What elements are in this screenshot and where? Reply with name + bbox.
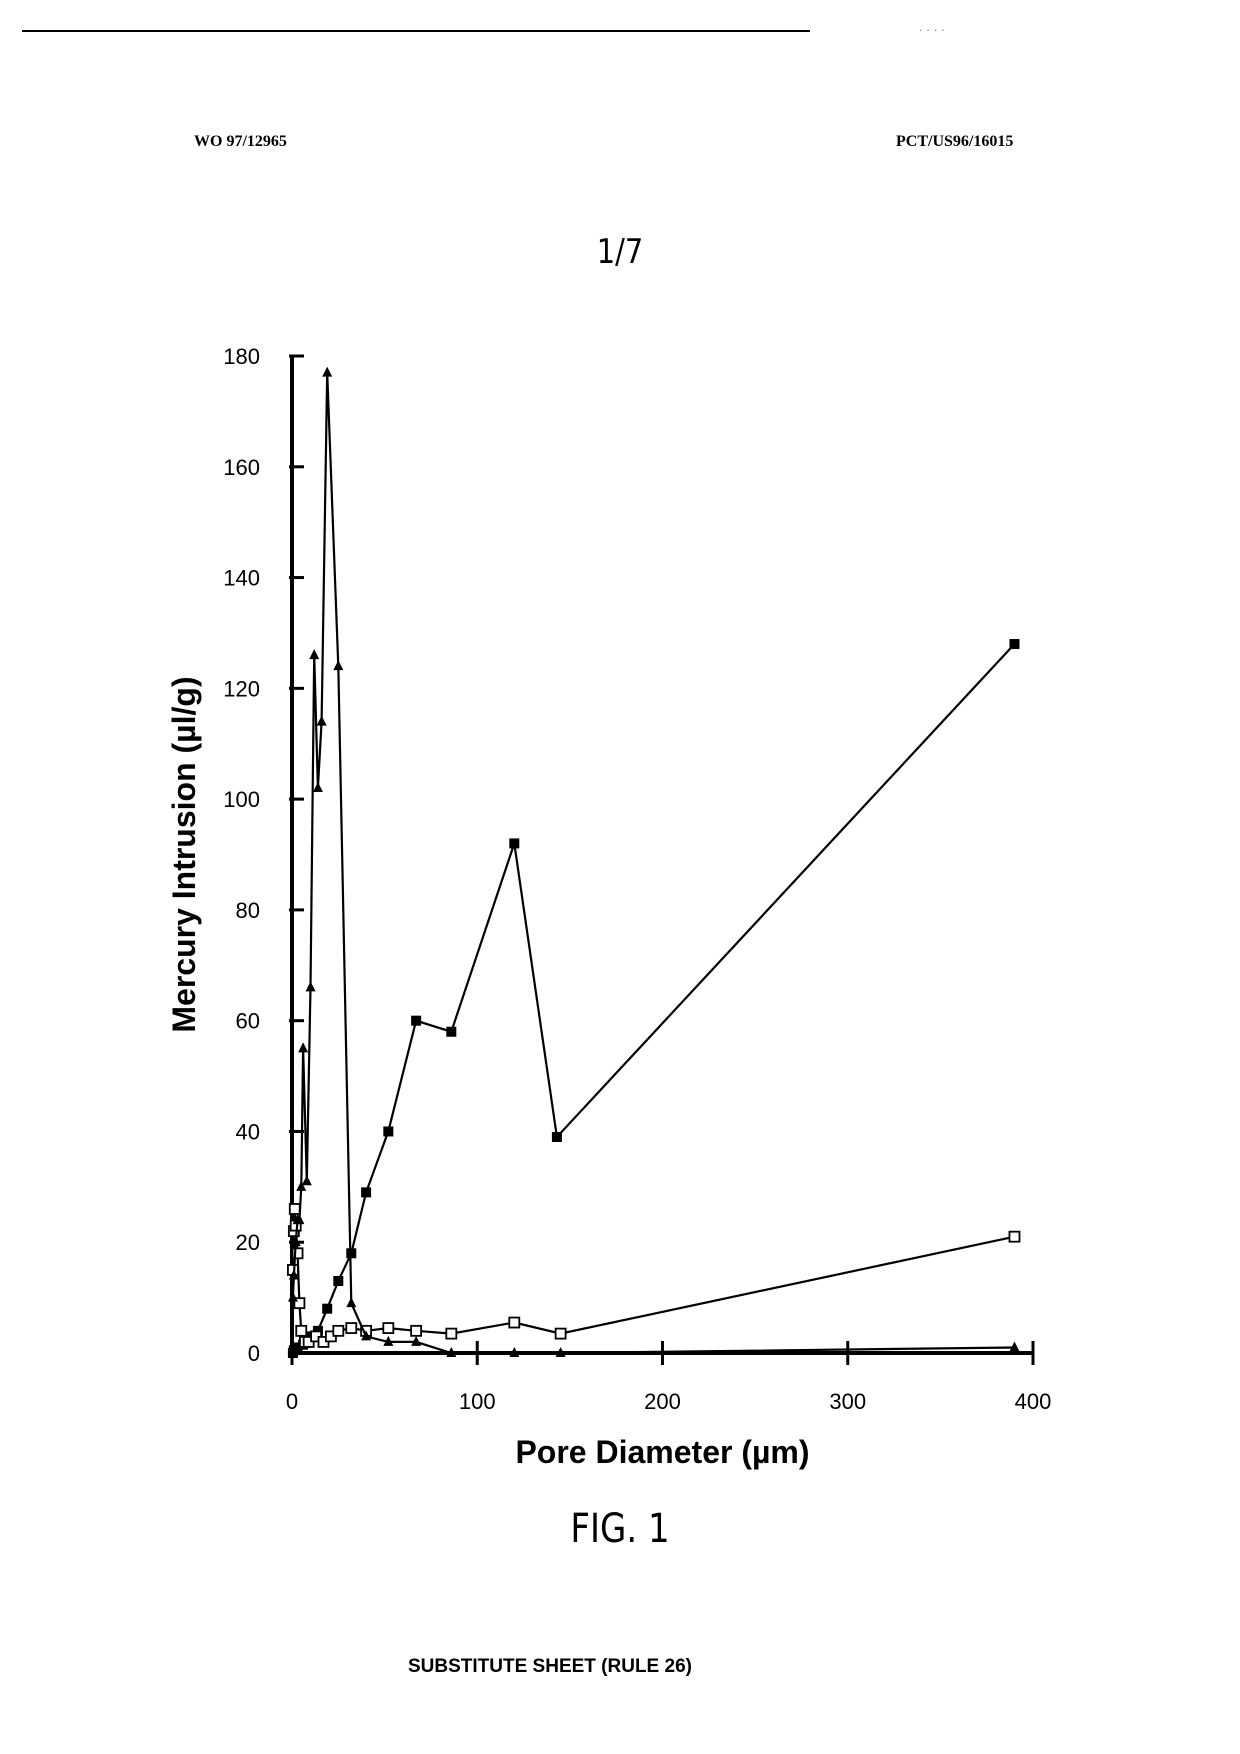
data-point-filled-square — [1009, 639, 1020, 650]
data-point-filled-square — [322, 1303, 333, 1314]
series-3 — [287, 366, 1020, 1357]
y-tick-label: 120 — [223, 676, 260, 701]
data-point-open-square — [288, 1203, 301, 1215]
data-point-filled-triangle — [296, 1180, 307, 1191]
data-point-open-square — [345, 1322, 358, 1334]
x-tick-label: 300 — [829, 1389, 866, 1414]
data-point-filled-square — [361, 1187, 372, 1198]
data-point-filled-triangle — [555, 1347, 566, 1357]
y-tick-label: 60 — [236, 1009, 260, 1034]
data-point-filled-triangle — [333, 660, 344, 671]
data-point-open-square — [332, 1324, 345, 1337]
data-point-filled-triangle — [301, 1175, 312, 1186]
data-point-filled-triangle — [287, 1291, 298, 1302]
data-point-filled-square — [333, 1275, 344, 1286]
data-point-filled-triangle — [361, 1330, 372, 1341]
series-2-line — [291, 1208, 1015, 1344]
data-point-filled-triangle — [411, 1335, 422, 1346]
chart-axes — [289, 354, 1035, 1365]
y-tick-label: 180 — [223, 344, 260, 369]
data-point-filled-triangle — [383, 1335, 394, 1346]
top-rule — [22, 30, 810, 32]
y-tick-label: 20 — [236, 1230, 260, 1255]
x-tick-label: 200 — [644, 1389, 681, 1414]
data-point-filled-triangle — [509, 1347, 520, 1357]
data-point-filled-triangle — [446, 1347, 457, 1357]
application-number: PCT/US96/16015 — [896, 133, 1014, 150]
y-tick-label: 80 — [236, 898, 260, 923]
data-point-open-square — [410, 1324, 423, 1337]
y-tick-label: 100 — [223, 787, 260, 812]
data-point-filled-square — [551, 1131, 562, 1142]
page-footer: SUBSTITUTE SHEET (RULE 26) — [408, 1656, 692, 1677]
data-point-filled-triangle — [316, 715, 327, 726]
scan-marks: .... — [918, 24, 948, 34]
y-tick-label: 0 — [248, 1341, 260, 1366]
data-point-open-square — [293, 1297, 306, 1310]
series-1 — [287, 639, 1020, 1358]
figure-caption: FIG. 1 — [570, 1506, 670, 1552]
data-point-filled-square — [292, 1342, 303, 1353]
data-point-filled-square — [383, 1126, 394, 1137]
data-point-open-square — [291, 1247, 304, 1260]
y-tick-label: 40 — [236, 1119, 260, 1144]
x-tick-label: 400 — [1015, 1389, 1052, 1414]
data-point-open-square — [554, 1327, 567, 1340]
data-point-filled-square — [446, 1026, 457, 1037]
data-point-filled-triangle — [298, 1042, 309, 1053]
series-3-line — [291, 372, 1015, 1355]
data-point-filled-triangle — [346, 1297, 357, 1308]
y-axis-title: Mercury Intrusion (µl/g) — [166, 676, 202, 1032]
x-axis-title: Pore Diameter (µm) — [515, 1434, 809, 1470]
data-point-filled-triangle — [290, 1236, 301, 1247]
data-point-filled-triangle — [322, 366, 333, 377]
data-point-filled-triangle — [305, 981, 316, 992]
x-tick-label: 0 — [286, 1389, 298, 1414]
publication-number: WO 97/12965 — [194, 133, 287, 150]
data-point-filled-triangle — [309, 649, 320, 660]
data-point-filled-triangle — [288, 1269, 299, 1280]
series-1-line — [291, 643, 1016, 1354]
data-point-open-square — [508, 1316, 521, 1329]
series-2 — [287, 1203, 1021, 1348]
chart-series — [287, 366, 1021, 1358]
x-tick-label: 100 — [459, 1389, 496, 1414]
data-point-open-square — [1008, 1230, 1021, 1243]
data-point-filled-triangle — [312, 782, 323, 793]
data-point-filled-triangle — [294, 1214, 305, 1225]
data-point-filled-square — [411, 1015, 422, 1026]
data-point-open-square — [445, 1327, 458, 1340]
sheet-number: 1/7 — [596, 232, 644, 272]
data-point-filled-triangle — [1009, 1341, 1020, 1352]
data-point-open-square — [382, 1322, 395, 1334]
y-tick-label: 160 — [223, 455, 260, 480]
data-point-open-square — [295, 1324, 308, 1337]
data-point-filled-square — [509, 838, 520, 849]
y-tick-label: 140 — [223, 566, 260, 591]
chart-labels: 0 20 40 60 80 100 120 140 160 180 0 100 200 300 400 Por… — [166, 344, 1051, 1470]
